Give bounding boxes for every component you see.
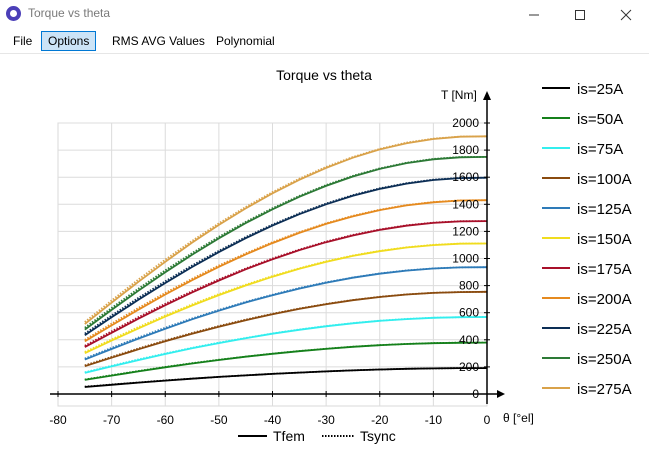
style-legend-label: Tsync (360, 428, 396, 444)
series-line-tsync (84, 135, 488, 323)
legend-label: is=200A (577, 291, 632, 308)
x-tick-label: -60 (157, 413, 175, 427)
x-tick-label: -40 (264, 413, 282, 427)
series-line-tsync (84, 199, 488, 341)
y-axis-arrow (483, 91, 491, 100)
x-tick-label: -50 (210, 413, 228, 427)
window-title: Torque vs theta (28, 6, 111, 20)
style-legend-label: Tfem (273, 428, 305, 444)
menu-file[interactable]: File (13, 34, 33, 48)
menu-rms-avg-values[interactable]: RMS AVG Values (112, 34, 205, 48)
x-tick-label: 0 (484, 413, 491, 427)
series-line-tsync (84, 290, 488, 367)
y-tick-label: 200 (459, 360, 479, 374)
y-tick-label: 600 (459, 306, 479, 320)
x-axis-arrow (497, 390, 505, 398)
title-bar: Torque vs theta (0, 0, 649, 29)
series-line-tsync (84, 367, 487, 388)
series-line-tfem (84, 199, 488, 343)
legend-label: is=75A (577, 141, 623, 158)
legend-label: is=225A (577, 321, 632, 338)
series-line-tsync (84, 266, 488, 360)
series-line-tsync (84, 176, 488, 335)
legend-label: is=175A (577, 261, 632, 278)
y-tick-label: 0 (472, 387, 479, 401)
chart-area: Torque vs theta -80 -70 -60 -50 -40 -30 -20 -10… (0, 54, 649, 453)
x-tick-label: -30 (317, 413, 335, 427)
x-tick-label: -10 (425, 413, 443, 427)
close-icon (620, 9, 632, 20)
maximize-button[interactable] (557, 0, 603, 29)
legend-label: is=25A (577, 81, 623, 98)
x-tick-label: -20 (371, 413, 389, 427)
x-tick-label: -80 (49, 413, 67, 427)
series-line-tfem (84, 135, 488, 325)
y-tick-label: 800 (459, 279, 479, 293)
y-tick-label: 1600 (452, 170, 479, 184)
y-axis-label: T [Nm] (441, 88, 477, 102)
legend-label: is=150A (577, 231, 632, 248)
y-tick-label: 1000 (452, 252, 479, 266)
legend-label: is=100A (577, 171, 632, 188)
y-tick-label: 2000 (452, 116, 479, 130)
legend-label: is=250A (577, 351, 632, 368)
menu-options[interactable]: Options (41, 31, 97, 51)
minimize-icon (529, 14, 539, 15)
series-line-tsync (84, 341, 487, 381)
x-tick-label: -70 (103, 413, 121, 427)
y-tick-label: 1800 (452, 143, 479, 157)
series-line-tsync (84, 242, 488, 353)
series-line-tfem (84, 220, 488, 348)
y-tick-label: 1200 (452, 224, 479, 238)
maximize-icon (575, 9, 585, 20)
y-tick-label: 400 (459, 333, 479, 347)
series-line-tsync (84, 316, 488, 374)
y-tick-label: 1400 (452, 197, 479, 211)
app-logo-icon (6, 6, 21, 21)
series-line-tsync (84, 156, 488, 329)
legend-label: is=125A (577, 201, 632, 218)
close-button[interactable] (603, 0, 649, 29)
minimize-button[interactable] (511, 0, 557, 29)
torque-chart: Torque vs theta -80 -70 -60 -50 -40 -30 -20 -10… (49, 67, 632, 444)
x-axis-label: θ [°el] (503, 411, 534, 425)
chart-title: Torque vs theta (276, 67, 372, 83)
series-line-tsync (84, 220, 488, 347)
legend-label: is=275A (577, 381, 632, 398)
legend-label: is=50A (577, 111, 623, 128)
series-line-tfem (84, 290, 488, 368)
menu-bar: File Options RMS AVG Values Polynomial (0, 29, 649, 54)
menu-polynomial[interactable]: Polynomial (216, 34, 275, 48)
